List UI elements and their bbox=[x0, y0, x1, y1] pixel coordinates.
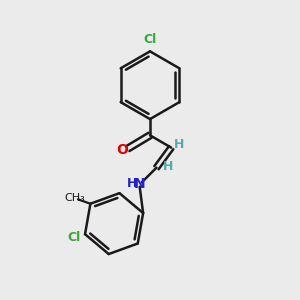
Text: Cl: Cl bbox=[67, 231, 80, 244]
Text: H: H bbox=[163, 160, 173, 173]
Text: N: N bbox=[134, 177, 146, 191]
Text: H: H bbox=[174, 138, 184, 151]
Text: O: O bbox=[117, 143, 129, 157]
Text: Cl: Cl bbox=[143, 33, 157, 46]
Text: CH₃: CH₃ bbox=[64, 193, 85, 203]
Text: H: H bbox=[127, 177, 137, 190]
